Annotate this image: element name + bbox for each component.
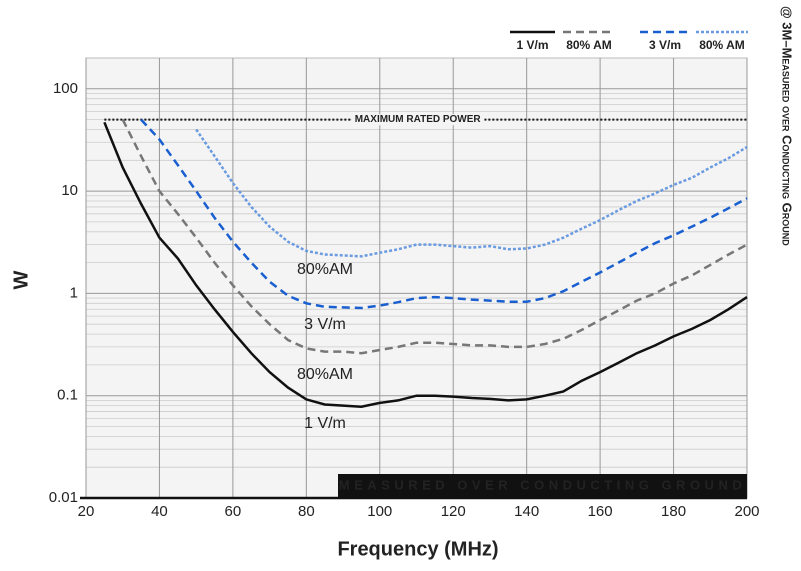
y-tick-label: 1	[70, 284, 78, 301]
banner-bg	[338, 474, 747, 497]
y-tick-label: 100	[53, 80, 78, 97]
x-tick-label: 200	[734, 503, 759, 520]
legend-label: 1 V/m	[516, 38, 548, 52]
x-tick-label: 80	[298, 503, 315, 520]
y-axis-label: W	[10, 270, 32, 289]
curve-label: 80%AM	[297, 261, 353, 278]
legend-label: 80% AM	[566, 38, 612, 52]
limit-label: MAXIMUM RATED POWER	[355, 114, 482, 125]
y-tick-label: 10	[61, 182, 78, 199]
y-tick-label: 0.1	[57, 387, 78, 404]
side-note: @ 3M–Measured over Conducting Ground	[780, 6, 795, 246]
banner: MEASURED OVER CONDUCTING GROUND	[339, 477, 746, 492]
x-tick-label: 60	[225, 503, 242, 520]
curve-label: 1 V/m	[304, 415, 346, 432]
x-tick-label: 180	[661, 503, 686, 520]
series-line	[140, 118, 748, 310]
curve-label: 3 V/m	[304, 316, 346, 333]
y-tick-label: 0.01	[49, 489, 78, 506]
curve-label: 80%AM	[297, 366, 353, 383]
x-axis-label: Frequency (MHz)	[337, 538, 498, 560]
legend-label: 80% AM	[699, 38, 745, 52]
x-tick-label: 120	[441, 503, 466, 520]
limit-label-bg	[351, 114, 485, 126]
x-tick-label: 40	[151, 503, 168, 520]
x-tick-label: 140	[514, 503, 539, 520]
legend-label: 3 V/m	[649, 38, 681, 52]
x-tick-label: 20	[78, 503, 95, 520]
x-tick-label: 100	[367, 503, 392, 520]
series-line	[103, 121, 748, 408]
x-tick-label: 160	[588, 503, 613, 520]
series-line	[195, 128, 748, 258]
